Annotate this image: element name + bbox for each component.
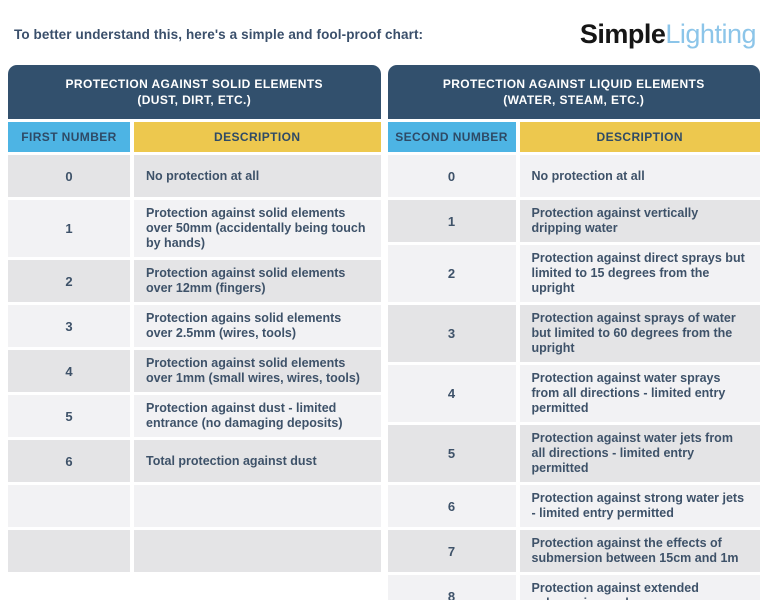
number-cell: 8 [387,575,516,600]
number-cell [8,530,130,572]
description-cell: Protection against water jets from all d… [519,425,760,482]
solid-elements-table: PROTECTION AGAINST SOLID ELEMENTS (DUST,… [8,65,381,600]
number-cell: 3 [387,305,516,362]
number-cell: 2 [387,245,516,302]
description-cell: Protection against solid elements over 1… [134,350,381,392]
number-cell: 6 [387,485,516,527]
description-cell: Protection agains solid elements over 2.… [134,305,381,347]
description-cell [134,530,381,572]
number-cell: 5 [8,395,130,437]
second-number-column-header: SECOND NUMBER [387,122,516,152]
number-cell: 1 [387,200,516,242]
liquid-table-header: PROTECTION AGAINST LIQUID ELEMENTS (WATE… [387,65,760,119]
number-cell: 2 [8,260,130,302]
description-cell: Protection against sprays of water but l… [519,305,760,362]
liquid-elements-table: PROTECTION AGAINST LIQUID ELEMENTS (WATE… [387,65,760,600]
solid-table-header: PROTECTION AGAINST SOLID ELEMENTS (DUST,… [8,65,381,119]
number-cell: 1 [8,200,130,257]
number-cell: 0 [8,155,130,197]
number-cell: 6 [8,440,130,482]
number-cell: 7 [387,530,516,572]
liquid-table-title: PROTECTION AGAINST LIQUID ELEMENTS [442,77,705,91]
number-cell: 4 [387,365,516,422]
logo: SimpleLighting [579,19,757,50]
solid-table-title: PROTECTION AGAINST SOLID ELEMENTS [65,77,323,91]
logo-lighting: Lighting [665,19,756,49]
description-cell: Protection against direct sprays but lim… [519,245,760,302]
liquid-table-grid: SECOND NUMBER DESCRIPTION 0 No protection… [387,122,760,600]
number-cell: 0 [387,155,516,197]
number-cell: 5 [387,425,516,482]
number-cell: 3 [8,305,130,347]
description-cell: No protection at all [519,155,760,197]
description-cell: Protection against solid elements over 1… [134,260,381,302]
description-cell: Protection against water sprays from all… [519,365,760,422]
number-cell: 4 [8,350,130,392]
tables-row: PROTECTION AGAINST SOLID ELEMENTS (DUST,… [0,65,768,600]
description-cell: Protection against solid elements over 5… [134,200,381,257]
logo-simple: Simple [579,19,666,49]
description-column-header: DESCRIPTION [134,122,381,152]
liquid-table-subtitle: (WATER, STEAM, ETC.) [503,93,645,107]
description-column-header: DESCRIPTION [519,122,760,152]
description-cell: Total protection against dust [134,440,381,482]
description-cell: Protection against dust - limited entran… [134,395,381,437]
description-cell: Protection against strong water jets - l… [519,485,760,527]
description-cell: No protection at all [134,155,381,197]
description-cell: Protection against extended submersion u… [519,575,760,600]
description-cell: Protection against the effects of submer… [519,530,760,572]
top-bar: To better understand this, here's a simp… [0,0,768,65]
number-cell [8,485,130,527]
description-cell: Protection against vertically dripping w… [519,200,760,242]
intro-text: To better understand this, here's a simp… [14,27,424,42]
description-cell [134,485,381,527]
solid-table-grid: FIRST NUMBER DESCRIPTION 0 No protection … [8,122,381,572]
first-number-column-header: FIRST NUMBER [8,122,130,152]
solid-table-subtitle: (DUST, DIRT, ETC.) [137,93,252,107]
